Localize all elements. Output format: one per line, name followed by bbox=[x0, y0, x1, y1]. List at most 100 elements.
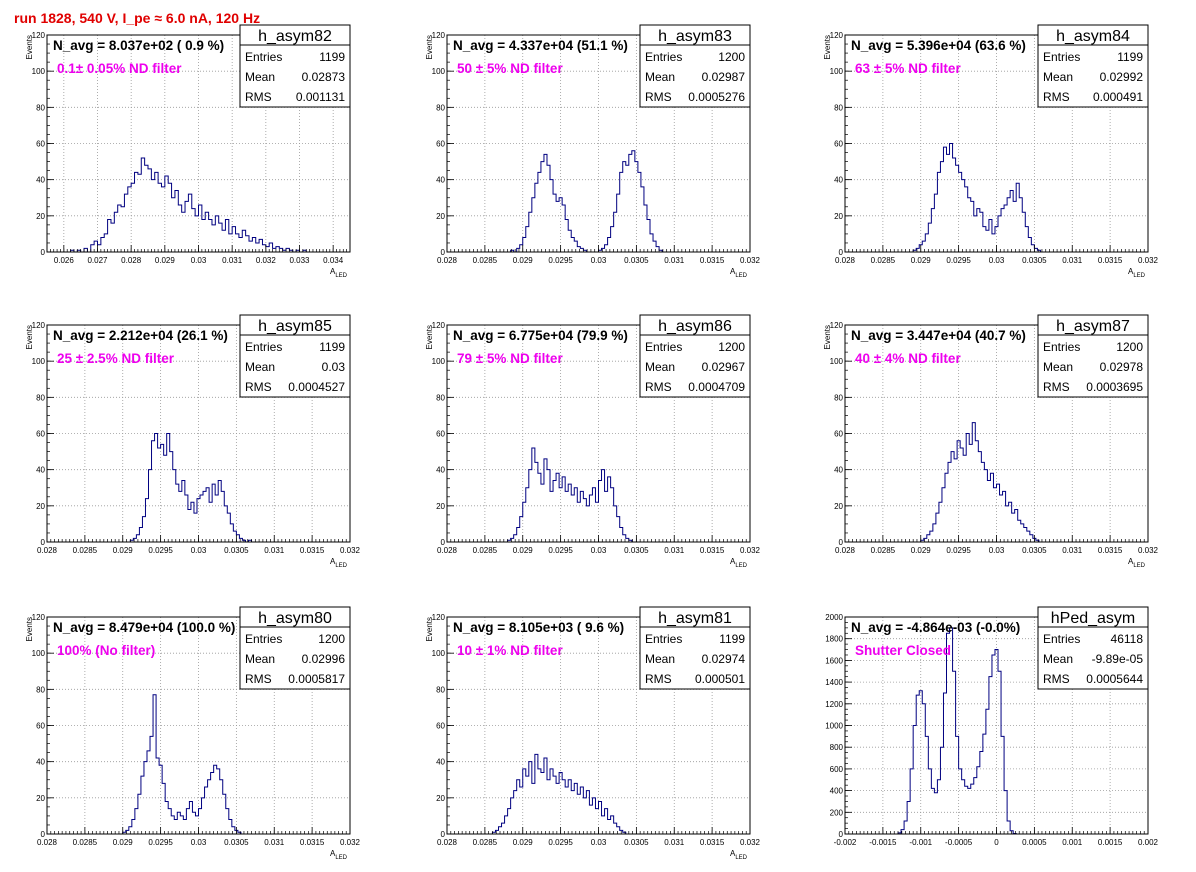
x-tick-label: 0.0285 bbox=[73, 838, 98, 847]
histogram-name: h_asym84 bbox=[1056, 28, 1130, 45]
x-tick-label: 0.026 bbox=[54, 256, 75, 265]
navg-label: N_avg = -4.864e-03 (-0.0%) bbox=[851, 620, 1020, 635]
x-tick-label: 0.028 bbox=[835, 546, 856, 555]
x-tick-label: 0.0285 bbox=[473, 838, 498, 847]
histogram-bars bbox=[920, 422, 1042, 543]
y-tick-label: 20 bbox=[834, 212, 843, 221]
y-tick-label: 60 bbox=[834, 140, 843, 149]
histogram-bars bbox=[507, 150, 666, 253]
histogram-name: h_asym82 bbox=[258, 28, 332, 45]
y-tick-label: 80 bbox=[834, 103, 843, 112]
x-axis-title-subscript: LED bbox=[335, 273, 347, 279]
x-tick-label: 0.03 bbox=[591, 546, 607, 555]
x-tick-label: 0.0315 bbox=[300, 546, 325, 555]
y-axis-title: Events bbox=[25, 35, 34, 59]
x-tick-label: 0.027 bbox=[87, 256, 108, 265]
x-tick-label: 0.002 bbox=[1138, 838, 1159, 847]
stats-value: 0.02987 bbox=[702, 70, 746, 84]
x-tick-label: -0.0005 bbox=[945, 838, 973, 847]
x-tick-label: 0.028 bbox=[37, 838, 58, 847]
y-tick-label: 100 bbox=[432, 649, 446, 658]
stats-value: 1199 bbox=[719, 632, 745, 646]
stats-key: Mean bbox=[245, 652, 275, 666]
y-tick-label: 40 bbox=[834, 176, 843, 185]
x-axis-title: ALED bbox=[330, 849, 348, 861]
x-tick-label: 0.032 bbox=[256, 256, 277, 265]
stats-key: RMS bbox=[245, 90, 272, 104]
y-tick-label: 80 bbox=[834, 393, 843, 402]
x-tick-label: 0.0285 bbox=[871, 256, 896, 265]
histogram-name: h_asym85 bbox=[258, 318, 332, 335]
filter-label: 79 ± 5% ND filter bbox=[457, 351, 563, 366]
x-tick-label: 0.0305 bbox=[624, 838, 649, 847]
stats-key: Entries bbox=[645, 50, 682, 64]
stats-key: RMS bbox=[1043, 90, 1070, 104]
y-tick-label: 40 bbox=[36, 176, 45, 185]
x-tick-label: 0.0295 bbox=[946, 546, 971, 555]
x-tick-label: 0.029 bbox=[911, 546, 932, 555]
y-tick-label: 40 bbox=[36, 758, 45, 767]
y-tick-label: 0 bbox=[441, 248, 446, 257]
x-tick-label: 0.028 bbox=[121, 256, 142, 265]
y-tick-label: 80 bbox=[36, 103, 45, 112]
histogram-bars bbox=[129, 433, 253, 543]
stats-key: Entries bbox=[1043, 50, 1080, 64]
stats-value: 0.02996 bbox=[302, 652, 346, 666]
y-axis-title: Events bbox=[425, 325, 434, 349]
stats-value: 0.02992 bbox=[1100, 70, 1144, 84]
stats-value: 1200 bbox=[718, 50, 745, 64]
x-tick-label: 0.0285 bbox=[73, 546, 98, 555]
stats-value: 1199 bbox=[1117, 50, 1143, 64]
x-tick-label: 0.0295 bbox=[548, 256, 573, 265]
x-tick-label: 0.028 bbox=[437, 546, 458, 555]
y-tick-label: 20 bbox=[36, 212, 45, 221]
histogram-bars bbox=[70, 157, 340, 253]
x-tick-label: 0.03 bbox=[591, 256, 607, 265]
filter-label: 40 ± 4% ND filter bbox=[855, 351, 961, 366]
histogram-panel: -0.002 -0.0015 -0.001 -0.0005 0 0.0005 0.001 0.… bbox=[825, 606, 1159, 847]
x-tick-label: 0.029 bbox=[113, 546, 134, 555]
y-tick-label: 100 bbox=[32, 67, 46, 76]
y-tick-label: 80 bbox=[436, 393, 445, 402]
x-tick-label: 0.0315 bbox=[700, 256, 725, 265]
y-tick-label: 40 bbox=[834, 466, 843, 475]
stats-value: 0.0005644 bbox=[1086, 672, 1143, 686]
stats-key: RMS bbox=[1043, 672, 1070, 686]
navg-label: N_avg = 4.337e+04 (51.1 %) bbox=[453, 38, 628, 53]
y-tick-label: 120 bbox=[432, 31, 446, 40]
filter-label: 0.1± 0.05% ND filter bbox=[57, 61, 182, 76]
x-tick-label: 0.032 bbox=[740, 546, 761, 555]
stats-key: RMS bbox=[1043, 380, 1070, 394]
x-tick-label: 0.029 bbox=[911, 256, 932, 265]
filter-label: 10 ± 1% ND filter bbox=[457, 643, 563, 658]
x-axis-title-subscript: LED bbox=[735, 563, 747, 569]
filter-label: 25 ± 2.5% ND filter bbox=[57, 351, 175, 366]
x-tick-label: 0.0305 bbox=[224, 838, 249, 847]
x-tick-label: 0.0295 bbox=[148, 546, 173, 555]
navg-label: N_avg = 6.775e+04 (79.9 %) bbox=[453, 328, 628, 343]
x-tick-label: 0.0305 bbox=[1022, 256, 1047, 265]
x-tick-label: 0.029 bbox=[113, 838, 134, 847]
histogram-panel: 0.028 0.0285 0.029 0.0295 0.03 0.0305 0.031 0.0… bbox=[823, 24, 1159, 279]
x-tick-label: 0.0315 bbox=[300, 838, 325, 847]
x-axis-title: ALED bbox=[730, 267, 748, 279]
filter-label: 63 ± 5% ND filter bbox=[855, 61, 961, 76]
x-tick-label: 0.0285 bbox=[473, 546, 498, 555]
y-tick-label: 20 bbox=[36, 794, 45, 803]
y-axis-title: Events bbox=[425, 617, 434, 641]
x-tick-label: 0.0305 bbox=[624, 546, 649, 555]
x-tick-label: 0.0285 bbox=[473, 256, 498, 265]
stats-key: RMS bbox=[645, 672, 672, 686]
x-axis-title: ALED bbox=[330, 267, 348, 279]
y-axis-title: Events bbox=[25, 325, 34, 349]
histogram-bars bbox=[491, 753, 629, 835]
histogram-bars bbox=[895, 627, 1020, 835]
y-tick-label: 100 bbox=[32, 357, 46, 366]
navg-label: N_avg = 3.447e+04 (40.7 %) bbox=[851, 328, 1026, 343]
y-tick-label: 1000 bbox=[825, 722, 843, 731]
x-axis-title: ALED bbox=[730, 849, 748, 861]
y-tick-label: 800 bbox=[830, 743, 844, 752]
stats-box bbox=[239, 314, 351, 398]
x-tick-label: 0.0315 bbox=[1098, 546, 1123, 555]
x-tick-label: 0.031 bbox=[664, 546, 685, 555]
